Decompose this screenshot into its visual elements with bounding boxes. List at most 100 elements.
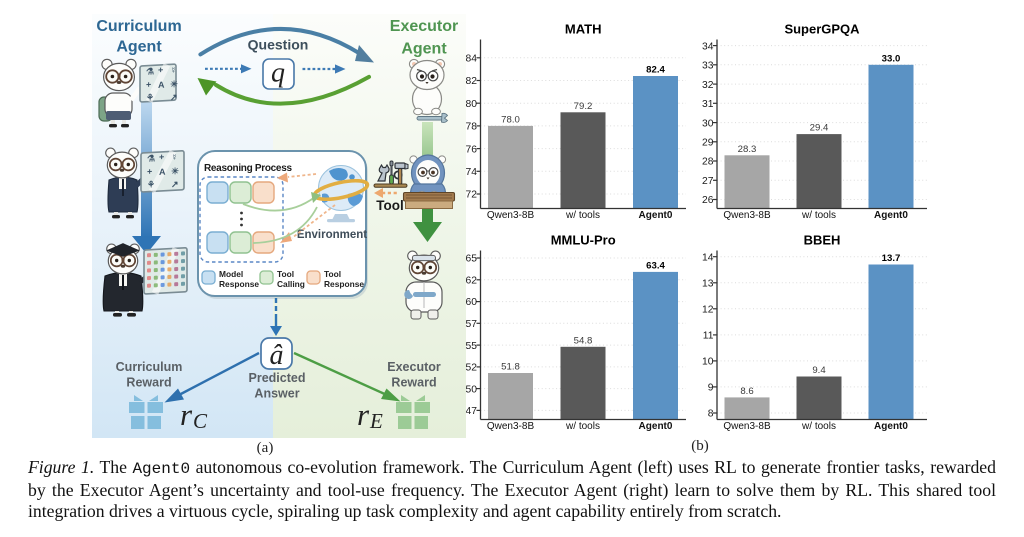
svg-text:Question: Question: [248, 37, 309, 53]
svg-text:57: 57: [466, 319, 478, 330]
svg-text:28.3: 28.3: [738, 144, 757, 155]
svg-text:Curriculum: Curriculum: [116, 360, 183, 374]
svg-text:Model: Model: [219, 269, 243, 279]
svg-text:52: 52: [466, 363, 478, 374]
svg-text:11: 11: [703, 331, 714, 342]
svg-text:Predicted: Predicted: [249, 371, 306, 385]
svg-text:Response: Response: [324, 279, 364, 289]
svg-text:☀: ☀: [171, 166, 179, 176]
svg-text:84: 84: [466, 54, 478, 65]
svg-text:Curriculum: Curriculum: [96, 18, 181, 35]
svg-text:r: r: [180, 397, 193, 432]
svg-text:82.4: 82.4: [646, 65, 665, 76]
svg-text:Tool: Tool: [277, 269, 294, 279]
svg-text:+: +: [159, 152, 164, 162]
svg-text:54.8: 54.8: [574, 335, 593, 346]
svg-text:w/ tools: w/ tools: [801, 421, 836, 432]
svg-text:+: +: [147, 166, 152, 176]
svg-text:â: â: [270, 340, 284, 371]
svg-text:☀: ☀: [170, 79, 178, 89]
svg-text:q: q: [271, 58, 285, 89]
svg-text:29.4: 29.4: [810, 123, 829, 134]
svg-text:☿: ☿: [170, 65, 177, 75]
svg-text:Tool: Tool: [376, 198, 404, 213]
svg-text:r: r: [357, 397, 370, 432]
svg-text:E: E: [369, 409, 383, 433]
svg-text:65: 65: [466, 254, 478, 265]
svg-text:w/ tools: w/ tools: [565, 210, 600, 221]
svg-text:31: 31: [702, 99, 714, 110]
svg-text:82: 82: [466, 76, 478, 87]
svg-text:80: 80: [466, 99, 478, 110]
svg-text:MMLU-Pro: MMLU-Pro: [551, 233, 616, 248]
svg-text:Qwen3-8B: Qwen3-8B: [487, 210, 535, 221]
svg-text:Response: Response: [219, 279, 259, 289]
svg-text:A: A: [158, 80, 165, 90]
svg-text:+: +: [158, 65, 163, 75]
svg-text:30: 30: [702, 118, 714, 129]
svg-text:Agent0: Agent0: [874, 421, 908, 432]
svg-text:Agent: Agent: [401, 40, 447, 57]
svg-text:62: 62: [466, 276, 478, 287]
svg-text:↗: ↗: [170, 92, 178, 102]
svg-text:Calling: Calling: [277, 279, 305, 289]
svg-text:55: 55: [466, 341, 478, 352]
svg-text:74: 74: [466, 167, 478, 178]
svg-text:26: 26: [702, 195, 714, 206]
svg-text:10: 10: [702, 357, 714, 368]
svg-text:Qwen3-8B: Qwen3-8B: [723, 421, 771, 432]
svg-text:w/ tools: w/ tools: [565, 421, 600, 432]
svg-text:⚗: ⚗: [147, 153, 155, 163]
svg-text:⚗: ⚗: [146, 66, 154, 76]
svg-text:51.8: 51.8: [501, 362, 520, 373]
svg-text:8.6: 8.6: [740, 386, 753, 397]
svg-text:13: 13: [702, 278, 714, 289]
svg-text:78: 78: [466, 122, 478, 133]
svg-text:☿: ☿: [171, 152, 178, 162]
svg-text:63.4: 63.4: [646, 260, 665, 271]
svg-text:Reasoning Process: Reasoning Process: [204, 163, 292, 174]
svg-text:47: 47: [466, 406, 478, 417]
svg-text:Qwen3-8B: Qwen3-8B: [487, 421, 535, 432]
svg-text:50: 50: [466, 384, 478, 395]
svg-text:Executor: Executor: [387, 360, 441, 374]
svg-text:32: 32: [702, 80, 714, 91]
svg-text:Answer: Answer: [254, 387, 299, 401]
svg-text:8: 8: [708, 409, 714, 420]
svg-text:Tool: Tool: [324, 269, 341, 279]
svg-text:⚘: ⚘: [146, 92, 154, 102]
svg-text:34: 34: [702, 41, 714, 52]
svg-text:78.0: 78.0: [501, 114, 520, 125]
svg-text:Reward: Reward: [391, 376, 436, 390]
svg-text:BBEH: BBEH: [804, 233, 841, 248]
svg-text:⚘: ⚘: [147, 179, 155, 189]
svg-text:Agent: Agent: [116, 39, 162, 56]
svg-text:14: 14: [702, 252, 714, 263]
svg-text:28: 28: [702, 157, 714, 168]
svg-text:33: 33: [702, 61, 714, 72]
svg-text:Environment: Environment: [297, 229, 367, 241]
svg-text:33.0: 33.0: [882, 53, 901, 64]
svg-text:↗: ↗: [171, 179, 179, 189]
svg-text:Qwen3-8B: Qwen3-8B: [723, 210, 771, 221]
svg-text:w/ tools: w/ tools: [801, 210, 836, 221]
svg-text:12: 12: [702, 305, 714, 316]
svg-text:Executor: Executor: [390, 18, 458, 35]
svg-text:A: A: [159, 167, 166, 177]
svg-text:SuperGPQA: SuperGPQA: [784, 22, 860, 37]
svg-text:76: 76: [466, 144, 478, 155]
svg-text:13.7: 13.7: [882, 253, 901, 264]
svg-text:9.4: 9.4: [812, 365, 826, 376]
svg-text:MATH: MATH: [565, 22, 602, 37]
svg-text:Agent0: Agent0: [639, 421, 673, 432]
svg-text:9: 9: [708, 383, 714, 394]
svg-text:+: +: [146, 79, 151, 89]
svg-text:27: 27: [702, 176, 714, 187]
svg-text:72: 72: [466, 190, 478, 201]
svg-text:60: 60: [466, 297, 478, 308]
svg-text:C: C: [193, 409, 208, 433]
svg-text:79.2: 79.2: [574, 101, 593, 112]
svg-text:Agent0: Agent0: [639, 210, 673, 221]
svg-text:29: 29: [702, 138, 714, 149]
svg-text:Reward: Reward: [126, 376, 171, 390]
